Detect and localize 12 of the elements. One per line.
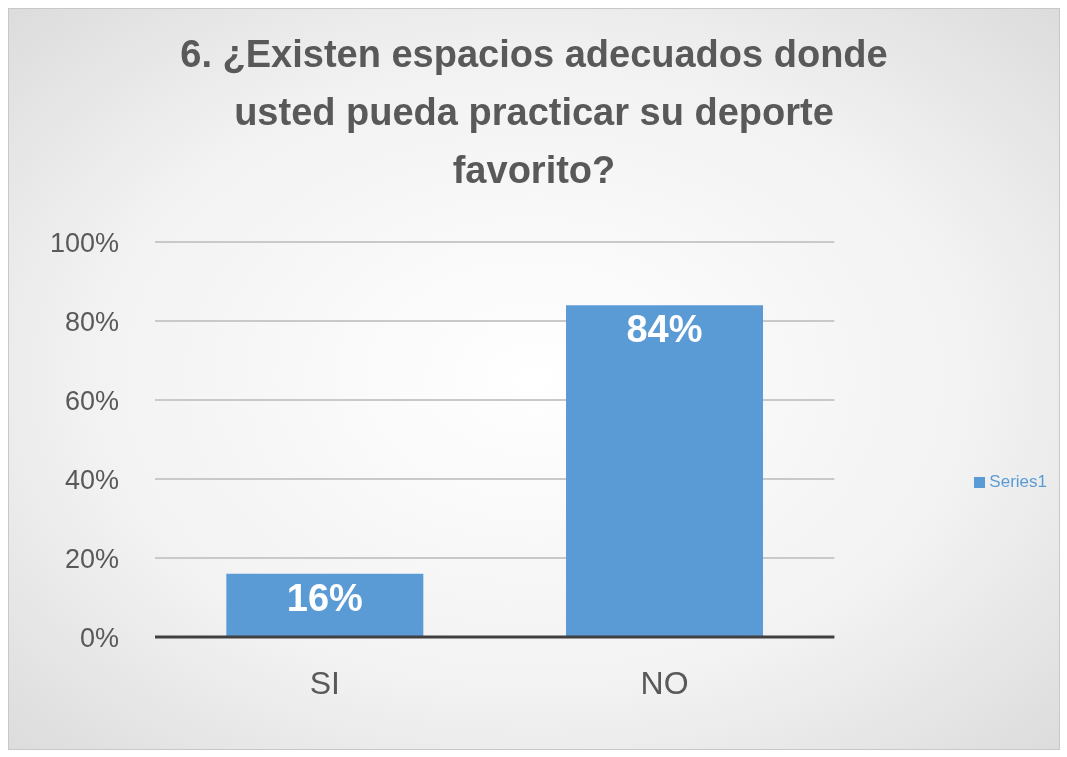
x-tick-label: NO [640,664,689,701]
y-tick-label: 80% [64,306,119,337]
y-tick-label: 0% [79,622,119,653]
y-tick-label: 40% [64,464,119,495]
data-label: 16% [286,576,363,619]
chart-title: 6. ¿Existen espacios adecuados donde usted pueda practicar su deporte favorito? [179,31,889,193]
x-tick-label: SI [309,664,340,701]
y-tick-label: 60% [64,385,119,416]
y-tick-label: 20% [64,543,119,574]
legend-label: Series1 [989,471,1047,491]
y-tick-label: 100% [49,227,119,258]
data-label: 84% [626,308,703,351]
